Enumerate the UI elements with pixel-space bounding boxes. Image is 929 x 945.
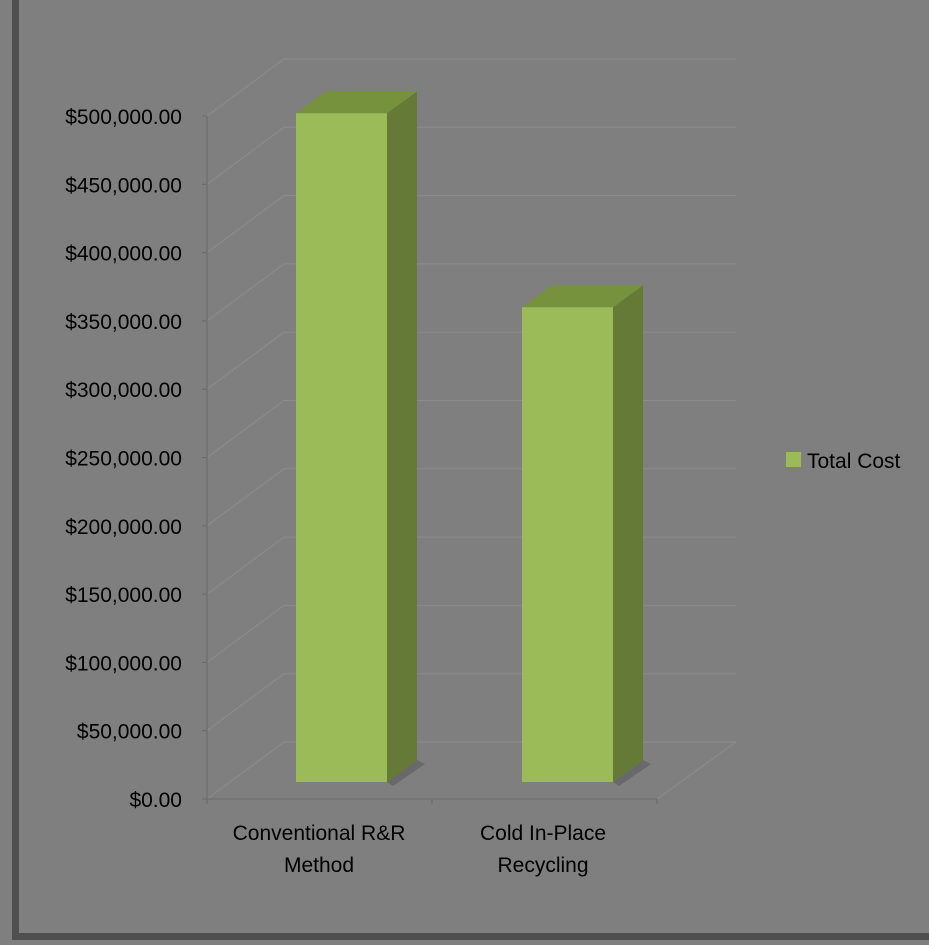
bar-conventional — [296, 91, 425, 786]
legend: Total Cost — [786, 450, 901, 473]
frame-left-edge — [12, 0, 19, 940]
y-tick-label: $300,000.00 — [65, 379, 182, 402]
floor-edge — [657, 742, 736, 799]
y-tick-label: $350,000.00 — [65, 311, 182, 334]
y-tick-label: $450,000.00 — [65, 174, 182, 197]
x-tick-labels: Conventional R&R Method Cold In-Place Recyc… — [233, 822, 606, 877]
gridline-side — [207, 469, 284, 526]
legend-label-total-cost: Total Cost — [807, 450, 901, 473]
gridline-side — [207, 742, 284, 799]
legend-swatch-total-cost — [786, 452, 801, 467]
bar-cold-in-place — [522, 285, 651, 786]
gridline-side — [207, 264, 284, 321]
gridline-side — [207, 196, 284, 253]
bar-front-face — [296, 113, 387, 782]
gridline-side — [207, 127, 284, 184]
gridline-side — [207, 59, 284, 116]
y-tick-labels: $0.00 $50,000.00 $100,000.00 $150,000.00 $20… — [65, 106, 182, 812]
gridlines — [207, 59, 736, 799]
y-tick-label: $50,000.00 — [77, 721, 182, 744]
gridline-side — [207, 605, 284, 662]
y-tick-label: $100,000.00 — [65, 652, 182, 675]
frame-bottom-edge — [12, 933, 929, 940]
x-tick-label: Cold In-Place Recycling — [480, 822, 606, 877]
y-tick-label: $200,000.00 — [65, 516, 182, 539]
y-tick-label: $400,000.00 — [65, 243, 182, 266]
y-tick-label: $0.00 — [129, 789, 182, 812]
gridline-side — [207, 674, 284, 731]
bar-side-face — [387, 91, 417, 782]
y-tick-label: $150,000.00 — [65, 584, 182, 607]
gridline-side — [207, 332, 284, 389]
bar-side-face — [613, 285, 643, 782]
x-tick-label: Conventional R&R Method — [233, 822, 406, 877]
y-tick-label: $250,000.00 — [65, 448, 182, 471]
gridline-side — [207, 537, 284, 594]
gridline-side — [207, 401, 284, 458]
y-tick-label: $500,000.00 — [65, 106, 182, 129]
bar-front-face — [522, 307, 613, 782]
